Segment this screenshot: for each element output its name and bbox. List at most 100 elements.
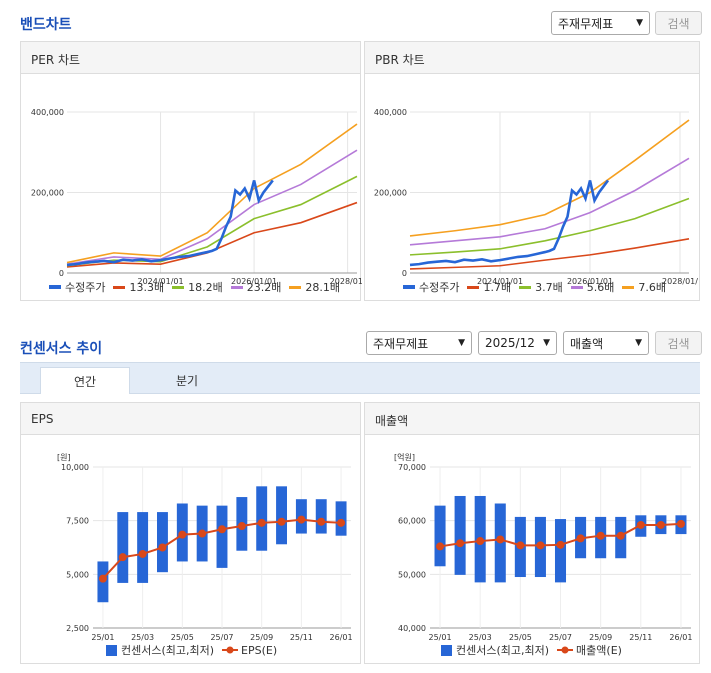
sales-chart-title: 매출액: [365, 403, 699, 435]
legend-label: 7.6배: [638, 281, 666, 294]
per-legend: 수정주가 13.3배 18.2배 23.2배 28.1배: [49, 279, 348, 295]
estimate-point: [257, 518, 266, 527]
legend-item: 28.1배: [289, 279, 340, 295]
tab-annual[interactable]: 연간: [40, 367, 130, 394]
estimate-point: [138, 549, 147, 558]
estimate-point: [317, 517, 326, 526]
pbr-chart-title: PBR 차트: [365, 42, 699, 74]
consensus-range-bar: [454, 495, 466, 575]
legend-swatch: [106, 644, 117, 656]
legend-swatch: [570, 285, 583, 289]
chevron-down-icon: ▼: [543, 338, 550, 348]
x-tick-label: 25/11: [629, 633, 652, 642]
band-statement-value: 주재무제표: [558, 16, 614, 31]
y-tick-label: 70,000: [398, 463, 426, 472]
consensus-period-value: 2025/12: [485, 336, 535, 350]
x-tick-label: 25/09: [589, 633, 612, 642]
legend-swatch: [622, 285, 635, 289]
y-tick-label: 400,000: [374, 108, 407, 117]
y-tick-label: 400,000: [31, 108, 64, 117]
per-chart: 0 200,000 400,000 2024/01/01 2026/01/01 2028/…: [31, 108, 362, 286]
legend-swatch: [557, 646, 574, 654]
estimate-point: [158, 543, 167, 552]
consensus-range-bar: [157, 512, 168, 573]
consensus-range-bar: [554, 519, 567, 583]
band-line-2: [409, 197, 690, 256]
legend-label: 수정주가: [65, 281, 106, 294]
estimate-point: [98, 574, 107, 583]
y-tick-label: 7,500: [66, 517, 89, 526]
band-statement-select[interactable]: 주재무제표 ▼: [551, 11, 650, 35]
legend-label: 3.7배: [535, 281, 563, 294]
band-line-2: [66, 175, 358, 267]
consensus-range-bar: [256, 486, 268, 551]
legend-label: 1.7배: [483, 281, 512, 294]
x-tick-label: 25/01: [91, 633, 114, 642]
legend-swatch: [113, 285, 126, 289]
consensus-range-bar: [434, 505, 446, 567]
estimate-point: [576, 534, 585, 543]
tab-quarter[interactable]: 분기: [175, 374, 199, 388]
legend-item: 3.7배: [519, 279, 563, 295]
estimate-point: [456, 539, 465, 548]
legend-item: 18.2배: [172, 279, 223, 295]
estimate-point: [237, 522, 246, 531]
x-tick-label: 26/01: [330, 633, 353, 642]
pbr-legend: 수정주가 1.7배 3.7배 5.6배 7.6배: [403, 279, 674, 295]
consensus-range-bar: [216, 505, 228, 568]
chevron-down-icon: ▼: [458, 338, 465, 348]
x-tick-label: 25/11: [290, 633, 313, 642]
x-tick-label: 2024/01/01: [137, 277, 183, 286]
estimate-point: [178, 530, 187, 539]
y-tick-label: 10,000: [61, 463, 89, 472]
consensus-item-select[interactable]: 매출액 ▼: [563, 331, 649, 355]
consensus-range-bar: [315, 499, 327, 534]
eps-chart-panel: EPS [원] 2,500 5,000 7,500 10,000 25/01 25/03 25…: [20, 402, 361, 664]
y-tick-label: 200,000: [374, 189, 407, 198]
legend-swatch: [222, 646, 239, 654]
legend-item: 5.6배: [570, 279, 615, 295]
band-line-4: [409, 119, 690, 237]
legend-swatch: [519, 285, 532, 289]
eps-legend: 컨센서스(최고,최저) EPS(E): [106, 642, 285, 658]
consensus-period-select[interactable]: 2025/12 ▼: [478, 331, 557, 355]
legend-swatch: [49, 285, 61, 289]
estimate-point: [118, 553, 127, 562]
consensus-statement-select[interactable]: 주재무제표 ▼: [366, 331, 472, 355]
estimate-point: [556, 540, 565, 549]
legend-swatch: [403, 285, 415, 289]
estimate-point: [218, 525, 226, 534]
estimate-point: [436, 542, 445, 551]
eps-chart-title: EPS: [21, 403, 360, 435]
sales-legend: 컨센서스(최고,최저) 매출액(E): [441, 642, 630, 658]
y-tick-label: 60,000: [398, 517, 426, 526]
x-tick-label: 26/01: [669, 633, 692, 642]
x-tick-label: 2026/01/01: [231, 277, 277, 286]
legend-item: 1.7배: [467, 279, 511, 295]
per-chart-title: PER 차트: [21, 42, 360, 74]
pbr-chart: 0 200,000 400,000 2024/01/01 2026/01/01 2028/…: [374, 108, 698, 286]
x-tick-label: 2024/01/01: [477, 277, 523, 286]
consensus-search-button[interactable]: 검색: [655, 331, 702, 355]
sales-chart-panel: 매출액 [억원] 40,000 50,000 60,000 70,000 25/01 25/…: [364, 402, 700, 664]
y-tick-label: 40,000: [398, 624, 426, 633]
consensus-range-bar: [276, 486, 287, 545]
consensus-range-bar: [117, 512, 129, 583]
x-tick-label: 25/05: [509, 633, 532, 642]
band-search-button[interactable]: 검색: [655, 11, 702, 35]
chevron-down-icon: ▼: [636, 18, 643, 28]
estimate-point: [337, 518, 346, 527]
legend-label: 13.3배: [129, 281, 165, 294]
estimate-point: [536, 541, 545, 550]
y-tick-label: 5,000: [66, 570, 89, 579]
estimate-point: [516, 541, 525, 550]
consensus-tabs: 연간 분기: [20, 362, 700, 394]
unit-label: [원]: [57, 453, 71, 462]
legend-item: EPS(E): [222, 644, 277, 657]
y-tick-label: 0: [402, 269, 407, 278]
estimate-point: [636, 520, 645, 529]
per-chart-panel: PER 차트 0 200,000 400,000 2024/01/01 2026/01/…: [20, 41, 362, 301]
legend-label: 5.6배: [586, 281, 615, 294]
legend-label: 28.1배: [305, 281, 340, 294]
legend-item: 컨센서스(최고,최저): [106, 642, 214, 658]
